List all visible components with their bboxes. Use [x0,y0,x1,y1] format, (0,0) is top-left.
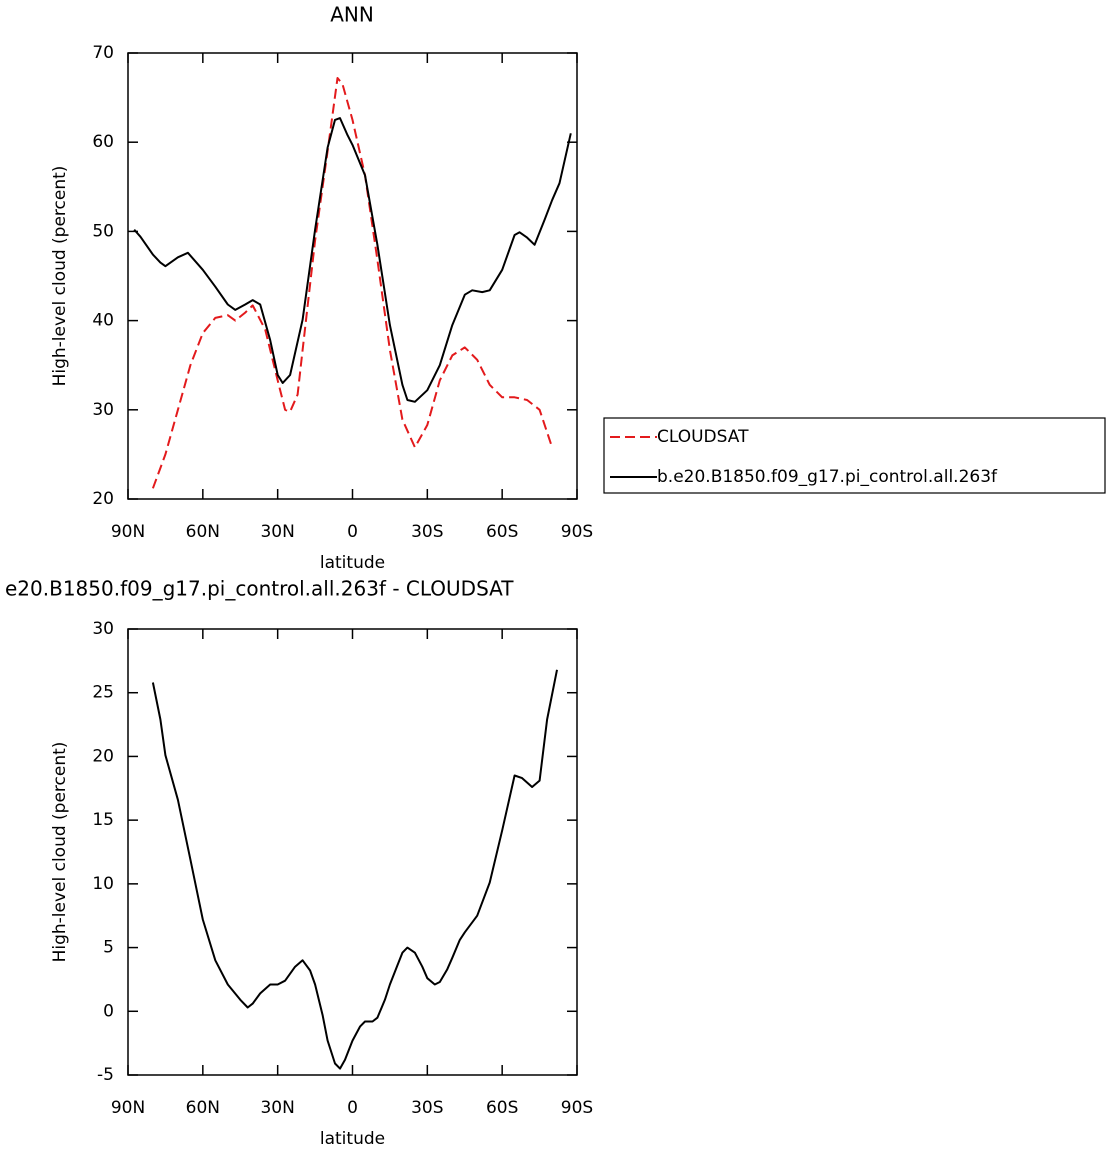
x-axis-label: latitude [320,1129,385,1149]
y-tick-label: -5 [97,1065,114,1085]
x-tick-label: 90N [111,1098,145,1118]
y-tick-label: 60 [92,132,114,152]
y-tick-label: 25 [92,683,114,703]
y-tick-label: 50 [92,221,114,241]
chart-title: ANN [330,3,374,27]
series-line [151,669,558,1070]
y-tick-label: 20 [92,489,114,509]
x-tick-label: 90S [561,522,593,542]
y-tick-label: 10 [92,874,114,894]
plot-frame [127,628,578,1076]
x-tick-label: 30N [260,1098,294,1118]
y-tick-label: 5 [103,938,114,958]
x-tick-label: 60S [486,1098,518,1118]
y-axis-label: High-level cloud (percent) [50,166,70,387]
y-tick-label: 30 [92,400,114,420]
legend-label: CLOUDSAT [657,427,749,447]
chart-title: e20.B1850.f09_g17.pi_control.all.263f - … [5,577,514,601]
x-tick-label: 90N [111,522,145,542]
y-tick-label: 20 [92,746,114,766]
y-tick-label: 30 [92,619,114,639]
y-tick-label: 70 [92,43,114,63]
y-axis-label: High-level cloud (percent) [50,742,70,963]
x-tick-label: 30S [411,1098,443,1118]
x-tick-label: 30N [260,522,294,542]
legend-label: b.e20.B1850.f09_g17.pi_control.all.263f [657,467,998,487]
x-tick-label: 30S [411,522,443,542]
x-tick-label: 60N [186,1098,220,1118]
x-tick-label: 90S [561,1098,593,1118]
x-tick-label: 60N [186,522,220,542]
y-tick-label: 0 [103,1001,114,1021]
x-tick-label: 0 [347,522,358,542]
y-tick-label: 40 [92,311,114,331]
x-tick-label: 0 [347,1098,358,1118]
series-line [133,117,572,403]
legend-box [603,417,1106,494]
x-tick-label: 60S [486,522,518,542]
y-tick-label: 15 [92,810,114,830]
x-axis-label: latitude [320,553,385,573]
series-line [151,77,554,489]
